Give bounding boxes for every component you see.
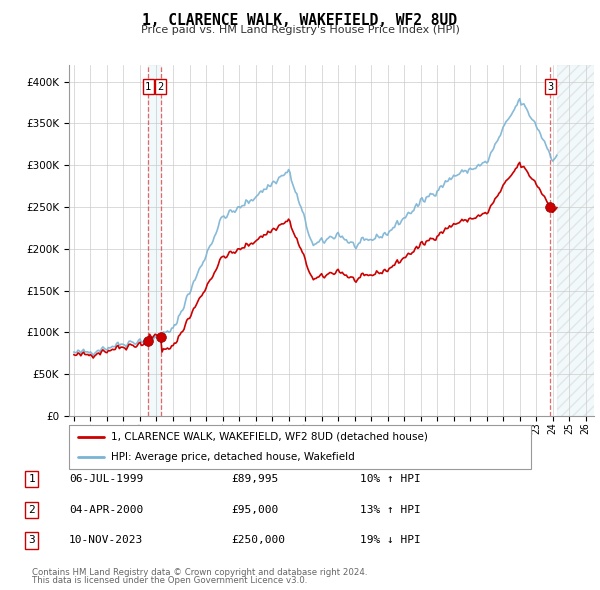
Text: 3: 3 [28,536,35,545]
Text: 1: 1 [145,81,151,91]
Text: 1, CLARENCE WALK, WAKEFIELD, WF2 8UD (detached house): 1, CLARENCE WALK, WAKEFIELD, WF2 8UD (de… [110,432,427,442]
Text: 10-NOV-2023: 10-NOV-2023 [69,536,143,545]
Text: 13% ↑ HPI: 13% ↑ HPI [360,505,421,514]
Bar [557,65,594,416]
Text: £95,000: £95,000 [231,505,278,514]
Text: 1: 1 [28,474,35,484]
FancyBboxPatch shape [69,425,531,469]
Text: £89,995: £89,995 [231,474,278,484]
Text: 1, CLARENCE WALK, WAKEFIELD, WF2 8UD: 1, CLARENCE WALK, WAKEFIELD, WF2 8UD [143,13,458,28]
Text: 10% ↑ HPI: 10% ↑ HPI [360,474,421,484]
Text: HPI: Average price, detached house, Wakefield: HPI: Average price, detached house, Wake… [110,452,355,462]
Bar [557,65,594,416]
Text: Contains HM Land Registry data © Crown copyright and database right 2024.: Contains HM Land Registry data © Crown c… [32,568,367,577]
Text: £250,000: £250,000 [231,536,285,545]
Text: 2: 2 [28,505,35,514]
Text: 04-APR-2000: 04-APR-2000 [69,505,143,514]
Text: Price paid vs. HM Land Registry's House Price Index (HPI): Price paid vs. HM Land Registry's House … [140,25,460,35]
Bar [148,65,161,416]
Text: 3: 3 [547,81,553,91]
Text: 2: 2 [158,81,164,91]
Text: 19% ↓ HPI: 19% ↓ HPI [360,536,421,545]
Text: 06-JUL-1999: 06-JUL-1999 [69,474,143,484]
Text: This data is licensed under the Open Government Licence v3.0.: This data is licensed under the Open Gov… [32,576,307,585]
